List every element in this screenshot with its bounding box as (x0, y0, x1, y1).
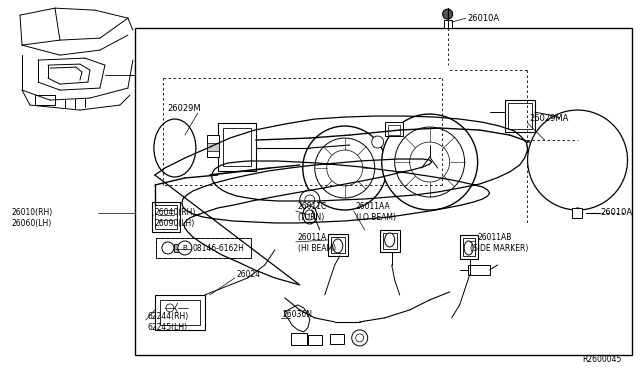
Text: 26029MA: 26029MA (529, 113, 569, 122)
Bar (468, 265, 490, 275)
Circle shape (395, 127, 465, 197)
Text: 26011C: 26011C (298, 202, 327, 212)
Text: 26011AB: 26011AB (477, 234, 512, 243)
Bar (135, 28, 632, 355)
Bar (308, 335, 322, 345)
Bar (291, 333, 307, 345)
Ellipse shape (154, 119, 196, 177)
Bar (328, 234, 348, 256)
Text: 26010A: 26010A (468, 14, 500, 23)
Circle shape (305, 210, 315, 220)
Text: R2600045: R2600045 (582, 355, 621, 364)
Bar (156, 238, 251, 258)
Circle shape (162, 242, 174, 254)
Text: 26024: 26024 (237, 270, 261, 279)
Circle shape (300, 190, 320, 210)
Text: 62244(RH): 62244(RH) (148, 312, 189, 321)
Circle shape (303, 126, 387, 210)
Bar (152, 202, 180, 232)
Text: 26011A: 26011A (298, 234, 327, 243)
Text: (SIDE MARKER): (SIDE MARKER) (470, 244, 528, 253)
Circle shape (315, 138, 374, 198)
Bar (385, 122, 403, 136)
Text: B: B (182, 245, 188, 251)
Text: 26010(RH): 26010(RH) (12, 208, 53, 218)
Text: 26090(LH): 26090(LH) (155, 219, 195, 228)
Circle shape (527, 110, 627, 210)
Bar (383, 233, 397, 249)
Bar (380, 230, 400, 252)
Text: 26010A: 26010A (600, 208, 633, 218)
Circle shape (356, 334, 364, 342)
Bar (207, 135, 219, 157)
Ellipse shape (333, 239, 343, 253)
Ellipse shape (303, 206, 317, 224)
Text: 26029M: 26029M (168, 103, 202, 113)
Circle shape (305, 195, 315, 205)
Circle shape (372, 136, 384, 148)
Circle shape (381, 114, 477, 210)
Text: 26060(LH): 26060(LH) (12, 219, 52, 228)
Bar (330, 334, 344, 344)
Bar (223, 128, 251, 166)
Bar (174, 244, 182, 252)
Bar (388, 125, 400, 135)
Text: 26036N: 26036N (283, 310, 313, 320)
Text: 62245(LH): 62245(LH) (148, 323, 188, 333)
Bar (218, 123, 256, 171)
Circle shape (410, 142, 450, 182)
Bar (331, 237, 345, 253)
Text: (LO BEAM): (LO BEAM) (356, 214, 396, 222)
Bar (504, 100, 534, 132)
Bar (160, 300, 200, 325)
Circle shape (573, 208, 582, 218)
Bar (155, 205, 177, 229)
Ellipse shape (464, 241, 473, 255)
Bar (207, 143, 219, 151)
Circle shape (327, 150, 363, 186)
Text: 26011AA: 26011AA (356, 202, 390, 212)
Bar (508, 103, 532, 129)
Ellipse shape (385, 233, 395, 247)
Text: (HI BEAM): (HI BEAM) (298, 244, 336, 253)
Text: 08146-6162H: 08146-6162H (193, 244, 244, 253)
Circle shape (178, 241, 192, 255)
Bar (572, 208, 582, 218)
Circle shape (352, 330, 368, 346)
Circle shape (443, 9, 452, 19)
Text: 26040(RH): 26040(RH) (155, 208, 196, 218)
Bar (444, 20, 452, 28)
Bar (463, 238, 475, 256)
Bar (460, 235, 477, 259)
Text: (TURN): (TURN) (298, 214, 325, 222)
Circle shape (166, 304, 174, 312)
Bar (155, 295, 205, 330)
